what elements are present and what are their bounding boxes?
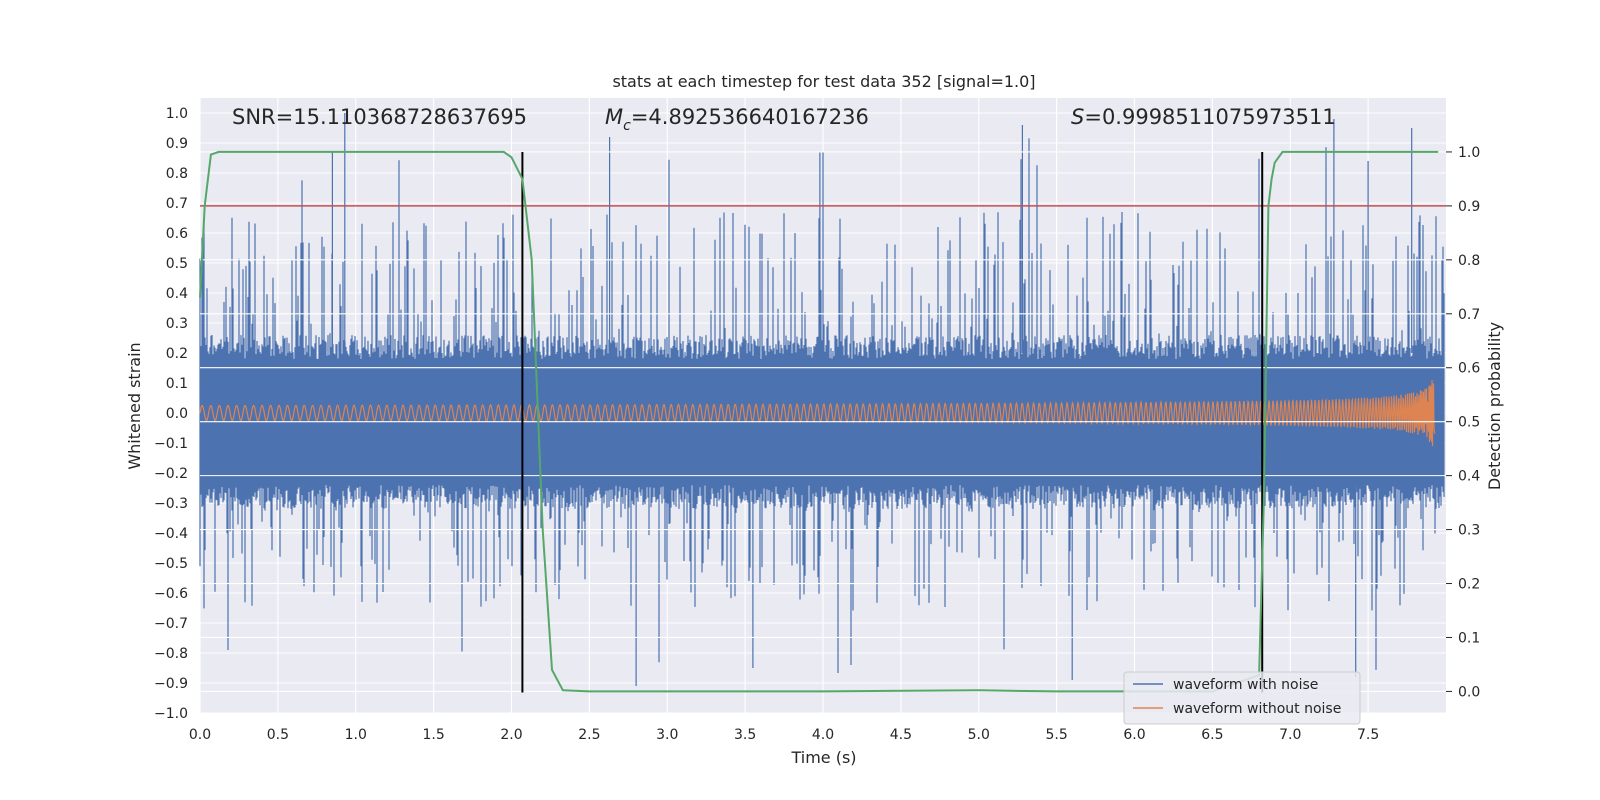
y-tick-label: 0.5 bbox=[166, 256, 188, 272]
chirp-mass-symbol: M bbox=[605, 105, 623, 129]
x-tick-label: 5.0 bbox=[968, 727, 990, 743]
y2-tick-label: 0.0 bbox=[1458, 684, 1480, 700]
y-tick-label: 0.7 bbox=[166, 196, 188, 212]
y-tick-label: −0.6 bbox=[154, 586, 188, 602]
legend-label-clean: waveform without noise bbox=[1173, 701, 1341, 717]
y-tick-label: −0.4 bbox=[154, 526, 188, 542]
y-tick-label: 0.8 bbox=[166, 166, 188, 182]
y2-tick-label: 1.0 bbox=[1458, 145, 1480, 161]
y-tick-label: −0.8 bbox=[154, 646, 188, 662]
s-annotation: S=0.9998511075973511 bbox=[1071, 105, 1336, 129]
x-tick-label: 3.5 bbox=[734, 727, 756, 743]
x-tick-label: 2.5 bbox=[578, 727, 600, 743]
y-tick-label: −1.0 bbox=[154, 706, 188, 722]
y-tick-label: −0.1 bbox=[154, 436, 188, 452]
y-tick-label: 0.9 bbox=[166, 136, 188, 152]
y2-tick-label: 0.9 bbox=[1458, 199, 1480, 215]
x-tick-label: 2.0 bbox=[500, 727, 522, 743]
s-symbol: S bbox=[1071, 105, 1084, 129]
x-axis-label: Time (s) bbox=[790, 748, 856, 767]
x-tick-label: 0.5 bbox=[267, 727, 289, 743]
y-tick-label: 0.4 bbox=[166, 286, 188, 302]
x-tick-label: 4.5 bbox=[890, 727, 912, 743]
y-tick-label: −0.9 bbox=[154, 676, 188, 692]
y-axis-label: Whitened strain bbox=[125, 342, 144, 469]
y-tick-label: 0.6 bbox=[166, 226, 188, 242]
snr-annotation: SNR=15.110368728637695 bbox=[232, 105, 527, 129]
y-tick-label: 0.1 bbox=[166, 376, 188, 392]
y-tick-label: 1.0 bbox=[166, 106, 188, 122]
y2-tick-label: 0.1 bbox=[1458, 630, 1480, 646]
legend-label-noise: waveform with noise bbox=[1173, 677, 1318, 693]
y-tick-label: 0.3 bbox=[166, 316, 188, 332]
series-detection-probability bbox=[199, 150, 1439, 693]
y-tick-label: −0.3 bbox=[154, 496, 188, 512]
x-tick-label: 1.5 bbox=[422, 727, 444, 743]
y-tick-label: −0.7 bbox=[154, 616, 188, 632]
y2-tick-label: 0.6 bbox=[1458, 361, 1480, 377]
x-tick-label: 4.0 bbox=[812, 727, 834, 743]
y2-tick-label: 0.4 bbox=[1458, 469, 1480, 485]
x-tick-label: 0.0 bbox=[189, 727, 211, 743]
x-tick-label: 6.0 bbox=[1123, 727, 1145, 743]
y2-tick-label: 0.5 bbox=[1458, 415, 1480, 431]
y2-axis-label: Detection probability bbox=[1485, 322, 1504, 490]
x-tick-label: 3.0 bbox=[656, 727, 678, 743]
chart-title: stats at each timestep for test data 352… bbox=[612, 72, 1035, 91]
reference-lines bbox=[199, 150, 1446, 693]
x-tick-label: 5.5 bbox=[1045, 727, 1067, 743]
y-tick-label: 0.2 bbox=[166, 346, 188, 362]
y2-tick-label: 0.7 bbox=[1458, 307, 1480, 323]
legend: waveform with noise waveform without noi… bbox=[1123, 671, 1361, 725]
y-tick-label: 0.0 bbox=[166, 406, 188, 422]
y2-tick-label: 0.3 bbox=[1458, 523, 1480, 539]
x-tick-label: 7.5 bbox=[1357, 727, 1379, 743]
chirp-mass-subscript: c bbox=[623, 118, 631, 134]
x-tick-label: 1.0 bbox=[345, 727, 367, 743]
chirp-mass-value: =4.892536640167236 bbox=[631, 105, 869, 129]
y2-tick-label: 0.8 bbox=[1458, 253, 1480, 269]
x-tick-label: 6.5 bbox=[1201, 727, 1223, 743]
x-tick-label: 7.0 bbox=[1279, 727, 1301, 743]
ticks: 0.0 0.5 1.0 1.5 2.0 2.5 3.0 3.5 4.0 4.5 5.0 5.5 6.0 6… bbox=[154, 106, 1480, 743]
y-tick-label: −0.2 bbox=[154, 466, 188, 482]
chirp-mass-annotation: Mc=4.892536640167236 bbox=[605, 105, 869, 134]
s-value: =0.9998511075973511 bbox=[1084, 105, 1335, 129]
legend-box bbox=[1123, 671, 1361, 725]
y2-tick-label: 0.2 bbox=[1458, 577, 1480, 593]
y-tick-label: −0.5 bbox=[154, 556, 188, 572]
